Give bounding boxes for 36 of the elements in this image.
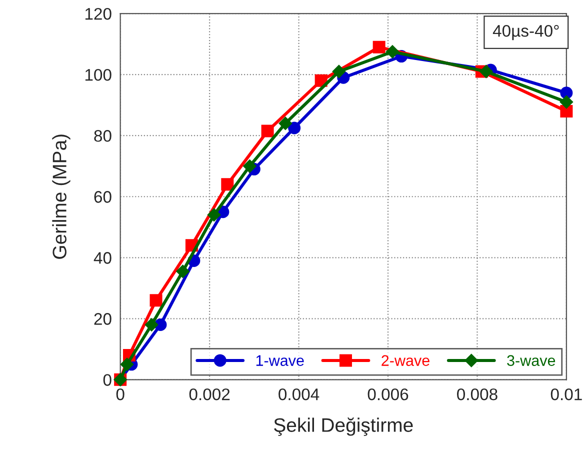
y-tick-label: 0 <box>103 374 112 386</box>
x-tick-label: 0.006 <box>368 388 408 400</box>
legend-label: 1-wave <box>256 355 304 366</box>
y-tick-label: 60 <box>94 191 112 203</box>
x-tick-label: 0.002 <box>189 388 230 400</box>
point <box>261 124 274 138</box>
point <box>221 178 234 191</box>
y-tick-label: 80 <box>94 130 112 142</box>
x-tick-label: 0 <box>116 388 124 400</box>
point <box>176 264 190 278</box>
point <box>332 64 346 78</box>
y-tick-label: 100 <box>85 68 112 81</box>
point <box>386 45 400 58</box>
x-tick-label: 0.004 <box>278 388 320 400</box>
y-tick-label: 20 <box>94 313 112 325</box>
point <box>144 318 158 332</box>
point <box>288 122 301 134</box>
point <box>480 64 493 78</box>
annotation: 40µs-40° <box>492 24 559 40</box>
y-tick-label: 40 <box>94 252 112 264</box>
legend-label: 2-wave <box>382 355 430 366</box>
legend-label: 3-wave <box>507 355 556 366</box>
point <box>560 86 573 100</box>
x-tick-label: 0.008 <box>457 388 498 400</box>
point <box>560 104 573 118</box>
y-axis-title: Gerilme (MPa) <box>52 134 70 259</box>
point <box>120 358 134 372</box>
point <box>278 116 292 130</box>
y-tick-label: 120 <box>85 8 112 20</box>
point <box>207 208 221 222</box>
point <box>372 40 386 54</box>
point <box>243 160 256 173</box>
point <box>150 294 162 307</box>
x-axis-title: Şekil Değiştirme <box>274 417 413 436</box>
x-tick-label: 0.01 <box>550 388 582 400</box>
point <box>560 95 574 109</box>
